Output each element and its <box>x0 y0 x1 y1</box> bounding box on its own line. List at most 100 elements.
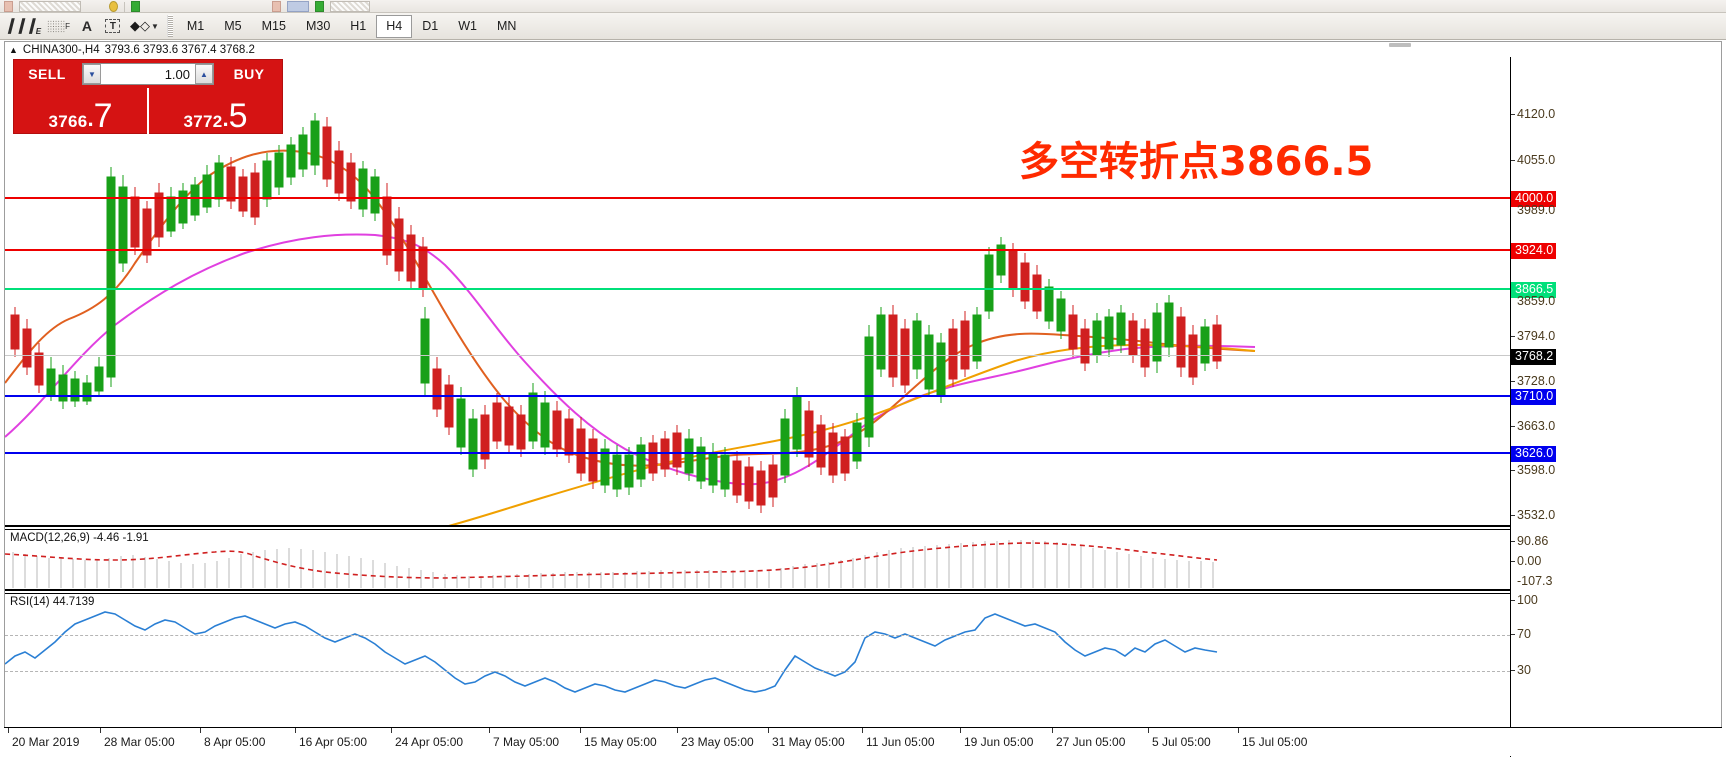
buy-price-decimal: 5 <box>228 96 248 134</box>
date-label-7: 23 May 05:00 <box>681 735 754 749</box>
axis-badge-3924[interactable]: 3924.0 <box>1511 243 1557 259</box>
level-line-3626[interactable] <box>5 452 1510 454</box>
macd-caption: MACD(12,26,9) -4.46 -1.91 <box>10 532 149 544</box>
buy-button[interactable]: BUY <box>216 60 282 88</box>
axis-label-3728: 3728.0 <box>1517 374 1556 388</box>
axis-label-4055: 4055.0 <box>1517 153 1556 167</box>
tab-timeframe-m5[interactable]: M5 <box>224 19 242 33</box>
date-label-3: 16 Apr 05:00 <box>299 735 368 749</box>
tab-timeframe-mn[interactable]: MN <box>496 19 517 33</box>
macd-axis-label-zero: 0.00 <box>1517 554 1542 568</box>
buy-price[interactable]: 3772 . 5 <box>147 88 282 134</box>
sell-button[interactable]: SELL <box>14 60 80 88</box>
date-label-11: 27 Jun 05:00 <box>1056 735 1126 749</box>
axis-label-3598: 3598.0 <box>1517 463 1556 477</box>
zoom-control[interactable] <box>287 1 309 12</box>
date-label-10: 19 Jun 05:00 <box>964 735 1034 749</box>
volume-increase-icon[interactable]: ▲ <box>195 64 213 84</box>
macd-axis-label-min: -107.3 <box>1517 574 1553 588</box>
price-axis[interactable]: 4120.0 4055.0 4000.0 3989.0 3924.0 3866.… <box>1510 57 1721 757</box>
sell-price[interactable]: 3766 . 7 <box>14 88 147 134</box>
tab-timeframe-m1[interactable]: M1 <box>186 19 205 33</box>
toolbar-gap-2 <box>146 1 266 12</box>
level-line-4000[interactable] <box>5 197 1510 199</box>
rsi-axis-label-100: 100 <box>1517 593 1538 607</box>
rsi-overbought-line <box>5 635 1510 636</box>
tab-timeframe-h4[interactable]: H4 <box>376 14 413 38</box>
symbol-field[interactable] <box>19 1 81 12</box>
axis-label-3989: 3989.0 <box>1517 203 1556 217</box>
buy-price-dot: . <box>222 106 229 131</box>
level-line-3710[interactable] <box>5 395 1510 397</box>
collapse-triangle-icon[interactable]: ▲ <box>9 44 18 55</box>
letter-a-glyph: A <box>81 18 93 34</box>
chart-annotation-text: 多空转折点3866.5 <box>1019 139 1374 185</box>
text-object-icon[interactable]: T <box>100 14 126 38</box>
tab-timeframe-m30[interactable]: M30 <box>305 19 331 33</box>
price-plot: 多空转折点3866.5 <box>5 57 1510 525</box>
macd-axis-label-max: 90.86 <box>1517 534 1549 548</box>
chart-scroll-handle[interactable] <box>1389 43 1411 47</box>
auto-scroll-icon[interactable] <box>315 1 324 12</box>
macd-plot <box>5 530 1510 589</box>
crosshair-grid-icon[interactable]: F <box>43 14 74 38</box>
lightbulb-icon[interactable] <box>109 1 118 12</box>
rsi-oversold-line <box>5 671 1510 672</box>
toolbar-grip[interactable] <box>166 15 173 37</box>
macd-series <box>5 540 1218 588</box>
date-label-9: 11 Jun 05:00 <box>866 735 935 749</box>
rsi-series <box>5 611 1218 693</box>
toolbar-chip-icon[interactable] <box>4 1 13 12</box>
text-label-icon[interactable]: A <box>74 14 100 38</box>
volume-input[interactable]: 1.00 <box>101 64 195 84</box>
rsi-axis-label-30: 30 <box>1517 663 1531 677</box>
play-icon[interactable] <box>131 1 140 12</box>
axis-badge-3626[interactable]: 3626.0 <box>1511 446 1557 462</box>
trade-panel-top-row: SELL ▼ 1.00 ▲ BUY <box>14 60 282 88</box>
axis-label-3532: 3532.0 <box>1517 508 1556 522</box>
page-title: CHINA300-,H4 <box>22 43 100 56</box>
toolbar-gap <box>87 1 103 12</box>
chart-symbol-bar: ▲ CHINA300-,H4 3793.6 3793.6 3767.4 3768… <box>5 42 1721 57</box>
date-label-2: 8 Apr 05:00 <box>204 735 266 749</box>
trade-panel-prices: 3766 . 7 3772 . 5 <box>14 88 282 134</box>
chart-type-icon[interactable] <box>272 1 281 12</box>
date-label-4: 24 Apr 05:00 <box>395 735 464 749</box>
level-line-3924[interactable] <box>5 249 1510 251</box>
axis-badge-4000[interactable]: 4000.0 <box>1511 191 1557 207</box>
tab-timeframe-m15[interactable]: M15 <box>261 19 286 33</box>
date-label-0: 20 Mar 2019 <box>12 735 80 749</box>
sell-price-decimal: 7 <box>93 96 113 134</box>
volume-stepper[interactable]: ▼ 1.00 ▲ <box>82 63 214 85</box>
ohlc-values: 3793.6 3793.6 3767.4 3768.2 <box>104 43 255 56</box>
tab-timeframe-h1[interactable]: H1 <box>350 19 367 33</box>
volume-decrease-icon[interactable]: ▼ <box>83 64 101 84</box>
sell-price-dot: . <box>87 106 94 131</box>
shapes-icon[interactable]: ◆◇ ▼ <box>129 18 159 33</box>
axis-badge-3866[interactable]: 3866.5 <box>1511 282 1557 298</box>
tab-timeframe-d1[interactable]: D1 <box>422 19 439 33</box>
date-label-13: 15 Jul 05:00 <box>1242 735 1308 749</box>
axis-label-3663: 3663.0 <box>1517 419 1556 433</box>
macd-pane[interactable]: MACD(12,26,9) -4.46 -1.91 <box>5 529 1510 591</box>
one-click-trade-panel[interactable]: SELL ▼ 1.00 ▲ BUY 3766 . 7 3772 . 5 <box>13 59 283 134</box>
template-field[interactable] <box>330 1 370 12</box>
current-price-line <box>5 355 1510 356</box>
axis-label-3794: 3794.0 <box>1517 329 1556 343</box>
level-line-3866[interactable] <box>5 288 1510 290</box>
sell-price-integer: 3766 <box>48 112 88 131</box>
time-axis[interactable]: 20 Mar 2019 28 Mar 05:00 8 Apr 05:00 16 … <box>4 727 1722 756</box>
tab-timeframe-w1[interactable]: W1 <box>458 19 477 33</box>
candlestick-series <box>5 113 1256 525</box>
date-label-6: 15 May 05:00 <box>584 735 657 749</box>
chart-window[interactable]: ▲ CHINA300-,H4 3793.6 3793.6 3767.4 3768… <box>4 41 1722 760</box>
rsi-plot <box>5 594 1510 760</box>
axis-badge-3710[interactable]: 3710.0 <box>1511 389 1557 405</box>
toolbar-divider <box>124 2 125 12</box>
price-pane[interactable]: 多空转折点3866.5 <box>5 57 1510 527</box>
indicators-icon[interactable]: ❙❙❙E <box>4 17 41 36</box>
axis-label-4120: 4120.0 <box>1517 107 1556 121</box>
date-label-1: 28 Mar 05:00 <box>104 735 175 749</box>
rsi-axis-label-70: 70 <box>1517 627 1531 641</box>
